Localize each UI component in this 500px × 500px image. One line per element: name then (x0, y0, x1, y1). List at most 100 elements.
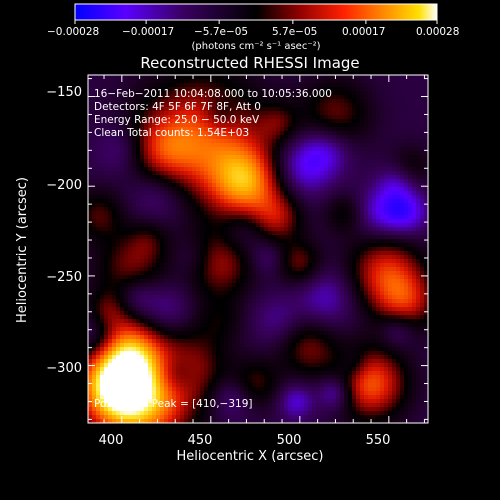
heatmap-cell (388, 231, 393, 236)
heatmap-cell (260, 239, 265, 244)
heatmap-cell (360, 231, 365, 236)
heatmap-cell (340, 111, 345, 116)
heatmap-cell (392, 279, 397, 284)
heatmap-cell (376, 195, 381, 200)
heatmap-cell (408, 187, 413, 192)
heatmap-cell (312, 243, 317, 248)
heatmap-cell (228, 279, 233, 284)
heatmap-cell (392, 219, 397, 224)
heatmap-cell (416, 115, 421, 120)
heatmap-cell (140, 271, 145, 276)
heatmap-cell (384, 167, 389, 172)
heatmap-cell (288, 207, 293, 212)
heatmap-cell (96, 179, 101, 184)
heatmap-cell (288, 131, 293, 136)
heatmap-cell (152, 143, 157, 148)
heatmap-cell (148, 171, 153, 176)
heatmap-cell (140, 171, 145, 176)
heatmap-cell (176, 151, 181, 156)
heatmap-cell (224, 195, 229, 200)
heatmap-cell (388, 215, 393, 220)
heatmap-cell (308, 199, 313, 204)
heatmap-cell (184, 195, 189, 200)
heatmap-cell (204, 183, 209, 188)
heatmap-cell (352, 227, 357, 232)
heatmap-cell (180, 243, 185, 248)
heatmap-cell (408, 175, 413, 180)
heatmap-cell (140, 255, 145, 260)
heatmap-cell (228, 75, 233, 80)
heatmap-cell (212, 123, 217, 128)
heatmap-cell (236, 159, 241, 164)
heatmap-cell (140, 143, 145, 148)
heatmap-cell (236, 203, 241, 208)
heatmap-cell (264, 215, 269, 220)
heatmap-cell (136, 171, 141, 176)
heatmap-cell (360, 199, 365, 204)
colorbar-tick-label: 0.00017 (342, 26, 385, 38)
heatmap-cell (228, 171, 233, 176)
heatmap-cell (344, 103, 349, 108)
heatmap-cell (116, 115, 121, 120)
heatmap-cell (232, 167, 237, 172)
heatmap-cell (172, 291, 177, 296)
heatmap-cell (240, 255, 245, 260)
heatmap-cell (348, 79, 353, 84)
heatmap-cell (260, 167, 265, 172)
heatmap-cell (96, 191, 101, 196)
heatmap-cell (180, 215, 185, 220)
heatmap-cell (240, 235, 245, 240)
heatmap-cell (144, 287, 149, 292)
heatmap-cell (360, 243, 365, 248)
heatmap-cell (308, 303, 313, 308)
heatmap-cell (396, 203, 401, 208)
heatmap-cell (308, 219, 313, 224)
heatmap-cell (136, 303, 141, 308)
heatmap-cell (184, 251, 189, 256)
heatmap-cell (420, 243, 425, 248)
heatmap-cell (392, 103, 397, 108)
heatmap-cell (348, 191, 353, 196)
heatmap-cell (296, 107, 301, 112)
heatmap-cell (220, 111, 225, 116)
heatmap-cell (408, 155, 413, 160)
heatmap-cell (92, 83, 97, 88)
heatmap-cell (300, 287, 305, 292)
heatmap-cell (232, 155, 237, 160)
heatmap-cell (324, 119, 329, 124)
heatmap-cell (316, 135, 321, 140)
heatmap-cell (136, 291, 141, 296)
heatmap-cell (312, 279, 317, 284)
heatmap-cell (240, 135, 245, 140)
heatmap-cell (92, 91, 97, 96)
heatmap-cell (132, 139, 137, 144)
heatmap-cell (120, 235, 125, 240)
heatmap-cell (352, 119, 357, 124)
heatmap-cell (404, 239, 409, 244)
heatmap-cell (364, 167, 369, 172)
heatmap-cell (112, 211, 117, 216)
heatmap-cell (304, 239, 309, 244)
heatmap-cell (172, 195, 177, 200)
heatmap-cell (192, 255, 197, 260)
heatmap-cell (392, 243, 397, 248)
heatmap-cell (316, 119, 321, 124)
heatmap-cell (132, 187, 137, 192)
heatmap-cell (176, 263, 181, 268)
heatmap-cell (296, 135, 301, 140)
heatmap-cell (376, 175, 381, 180)
heatmap-cell (168, 195, 173, 200)
heatmap-cell (252, 303, 257, 308)
heatmap-cell (388, 147, 393, 152)
heatmap-cell (88, 103, 93, 108)
heatmap-cell (152, 183, 157, 188)
heatmap-cell (276, 207, 281, 212)
heatmap-cell (384, 83, 389, 88)
heatmap-cell (296, 299, 301, 304)
heatmap-cell (376, 171, 381, 176)
heatmap-cell (208, 243, 213, 248)
heatmap-cell (276, 171, 281, 176)
heatmap-cell (116, 195, 121, 200)
heatmap-cell (304, 203, 309, 208)
heatmap-cell (416, 207, 421, 212)
